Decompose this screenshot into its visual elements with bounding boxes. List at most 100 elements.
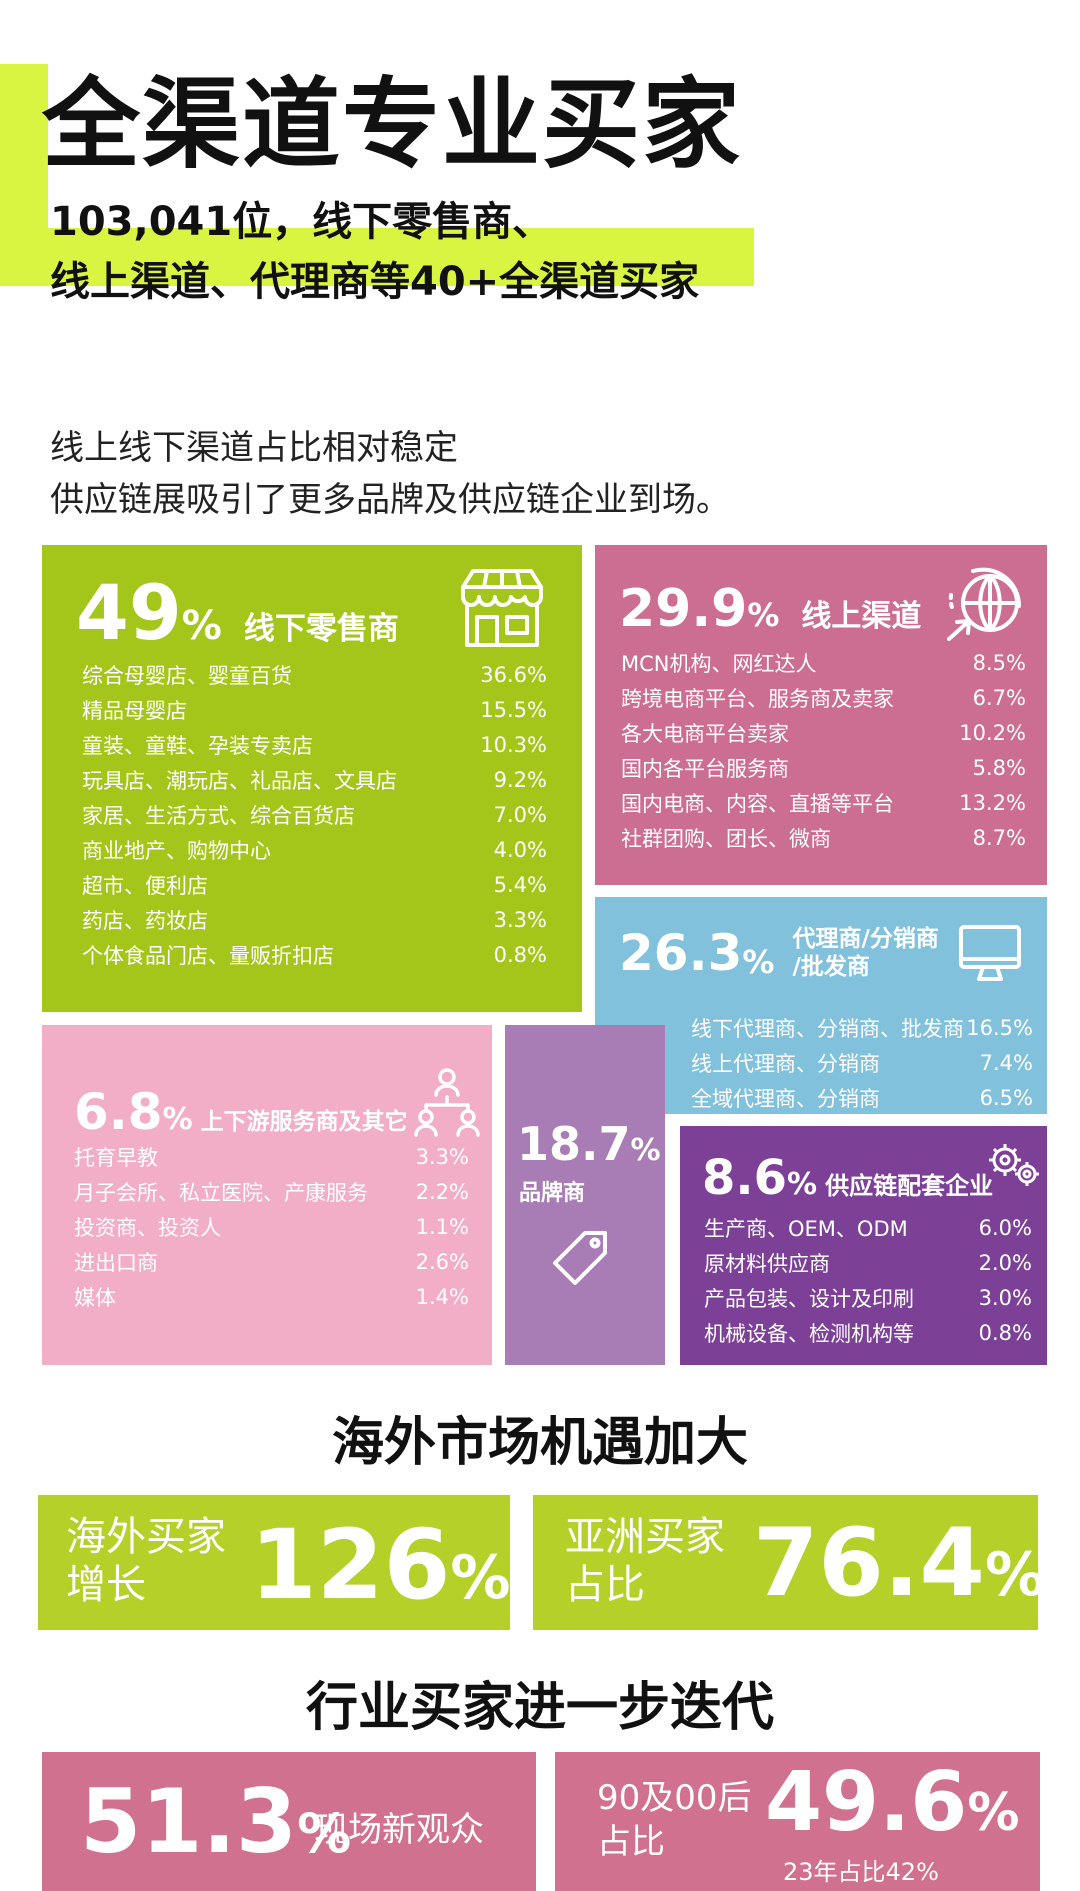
tag-icon [549,1227,613,1291]
brand-header: 18.7 % [517,1121,661,1168]
overseas-growth-label-line-2: 增长 [66,1562,146,1608]
row-label: 线上代理商、分销商 [691,1051,880,1076]
row-value: 7.0% [493,802,547,827]
young-buyers-card: 90及00后 占比 49.6% 23年占比42% [555,1752,1040,1891]
row-label: 国内电商、内容、直播等平台 [621,791,894,816]
row-label: 生产商、OEM、ODM [704,1216,908,1241]
row-value: 3.0% [978,1285,1032,1310]
table-row: 精品母婴店 15.5% [82,692,547,727]
supply-header: 8.6 % 供应链配套企业 [702,1154,993,1202]
asia-share-value: 76.4% [753,1517,1038,1611]
offline-header: 49 % 线下零售商 [76,575,399,651]
new-visitors-value: 51.3% [80,1778,351,1866]
updown-unit: % [162,1102,193,1137]
accent-bar [0,64,48,234]
row-label: 进出口商 [74,1250,158,1275]
young-buyers-number: 49.6 [765,1755,968,1850]
online-title: 线上渠道 [801,599,922,634]
offline-retailers-panel: 49 % 线下零售商 综合母婴店、婴童百货 36.6% 精品母婴店 15.5% 童装… [42,545,582,1012]
row-label: 产品包装、设计及印刷 [704,1286,914,1311]
agent-title: 代理商/分销商 /批发商 [792,925,938,981]
gears-icon [985,1140,1041,1190]
row-value: 0.8% [493,942,547,967]
asia-share-card: 亚洲买家 占比 76.4% [533,1495,1038,1630]
table-row: 线下代理商、分销商、批发商 16.5% [691,1010,1033,1045]
row-value: 9.2% [493,767,547,792]
row-label: 商业地产、购物中心 [82,838,271,863]
online-channels-panel: 29.9 % 线上渠道 MCN机构、网红达人 8.5% 跨境电商平台、服务商及卖家… [595,545,1047,885]
subtitle-line-2: 线上渠道、代理商等40+全渠道买家 [50,259,700,305]
row-label: 玩具店、潮玩店、礼品店、文具店 [82,768,397,793]
table-row: 个体食品门店、量贩折扣店 0.8% [82,937,547,972]
row-value: 8.7% [972,825,1026,850]
asia-share-label-line-2: 占比 [565,1562,645,1608]
overseas-growth-card: 海外买家 增长 126% [38,1495,510,1630]
brand-unit: % [630,1133,661,1168]
row-label: 机械设备、检测机构等 [704,1321,914,1346]
table-row: 全域代理商、分销商 6.5% [691,1080,1033,1114]
row-label: 线下代理商、分销商、批发商 [691,1016,964,1041]
young-buyers-label-line-2: 占比 [597,1822,665,1862]
new-visitors-card: 51.3% 现场新观众 [42,1752,536,1891]
table-row: MCN机构、网红达人 8.5% [621,645,1026,680]
table-row: 生产商、OEM、ODM 6.0% [704,1210,1032,1245]
agent-title-line-1: 代理商/分销商 [792,926,939,952]
row-label: 各大电商平台卖家 [621,721,789,746]
industry-heading: 行业买家进一步迭代 [305,1678,774,1738]
agent-unit: % [742,943,775,981]
young-buyers-note: 23年占比42% [783,1858,939,1886]
row-value: 2.0% [978,1250,1032,1275]
intro-line-1: 线上线下渠道占比相对稳定 [50,428,458,468]
row-value: 1.4% [415,1284,469,1309]
row-label: 童装、童鞋、孕装专卖店 [82,733,313,758]
table-row: 机械设备、检测机构等 0.8% [704,1315,1032,1350]
subtitle-line-1: 103,041位，线下零售商、 [50,199,553,245]
table-row: 药店、药妆店 3.3% [82,902,547,937]
table-row: 玩具店、潮玩店、礼品店、文具店 9.2% [82,762,547,797]
supply-title: 供应链配套企业 [825,1172,994,1200]
asia-share-label-line-1: 亚洲买家 [565,1514,725,1560]
asia-share-number: 76.4 [753,1509,985,1618]
supply-value: 8.6 [702,1150,788,1206]
table-row: 线上代理商、分销商 7.4% [691,1045,1033,1080]
row-value: 3.3% [415,1144,469,1169]
table-row: 国内各平台服务商 5.8% [621,750,1026,785]
brand-title: 品牌商 [519,1181,586,1206]
brand-owners-panel: 18.7 % 品牌商 [505,1025,665,1365]
table-row: 投资商、投资人 1.1% [74,1209,469,1244]
table-row: 综合母婴店、婴童百货 36.6% [82,657,547,692]
row-value: 5.8% [972,755,1026,780]
supply-unit: % [787,1167,818,1202]
online-value: 29.9 [619,579,748,639]
online-header: 29.9 % 线上渠道 [619,583,921,635]
row-value: 13.2% [959,790,1026,815]
agent-header: 26.3 % 代理商/分销商 /批发商 [619,925,939,981]
row-label: 全域代理商、分销商 [691,1086,880,1111]
row-value: 7.4% [979,1050,1033,1075]
online-unit: % [747,596,780,634]
row-value: 3.3% [493,907,547,932]
new-visitors-label: 现场新观众 [314,1810,484,1850]
intro-line-2: 供应链展吸引了更多品牌及供应链企业到场。 [50,480,730,520]
page-title: 全渠道专业买家 [42,68,743,182]
updown-title: 上下游服务商及其它 [200,1109,408,1135]
table-row: 跨境电商平台、服务商及卖家 6.7% [621,680,1026,715]
asia-share-label: 亚洲买家 占比 [565,1513,725,1609]
row-label: 个体食品门店、量贩折扣店 [82,943,334,968]
table-row: 媒体 1.4% [74,1279,469,1314]
online-rows: MCN机构、网红达人 8.5% 跨境电商平台、服务商及卖家 6.7% 各大电商平台卖… [621,645,1026,855]
row-value: 6.7% [972,685,1026,710]
service-providers-panel: 6.8 % 上下游服务商及其它 托育早教 3.3% 月子会所、私立医院、产康服务 2… [42,1025,492,1365]
row-label: 国内各平台服务商 [621,756,789,781]
overseas-heading: 海外市场机遇加大 [331,1413,748,1473]
updown-rows: 托育早教 3.3% 月子会所、私立医院、产康服务 2.2% 投资商、投资人 1.1% … [74,1139,469,1314]
row-value: 8.5% [972,650,1026,675]
row-value: 0.8% [978,1320,1032,1345]
agent-title-line-2: /批发商 [792,954,870,980]
row-label: 跨境电商平台、服务商及卖家 [621,686,894,711]
row-value: 15.5% [480,697,547,722]
table-row: 国内电商、内容、直播等平台 13.2% [621,785,1026,820]
row-value: 4.0% [493,837,547,862]
updown-value: 6.8 [74,1083,163,1141]
offline-unit: % [181,603,222,649]
